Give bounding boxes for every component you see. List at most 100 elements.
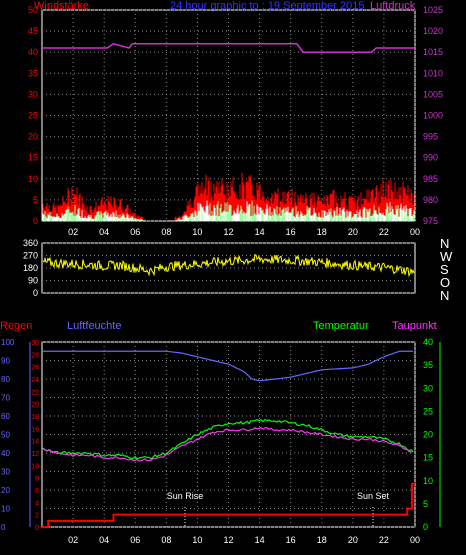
time-tick-label: 14 bbox=[255, 227, 265, 237]
time-tick-label: 04 bbox=[99, 535, 109, 545]
rain-tick-label: 28 bbox=[31, 352, 39, 359]
pressure-tick-label: 1005 bbox=[423, 89, 443, 99]
pressure-axis-title: Luftdruck bbox=[370, 0, 416, 12]
humidity-tick-label: 20 bbox=[1, 486, 10, 495]
time-tick-label: 14 bbox=[255, 535, 265, 545]
direction-tick-label: 180 bbox=[23, 263, 38, 273]
compass-label: S bbox=[440, 262, 449, 277]
temp-tick-label: 25 bbox=[423, 406, 433, 416]
wind-tick-label: 50 bbox=[28, 5, 38, 15]
mid-panel-frame bbox=[41, 242, 416, 294]
time-tick-label: 20 bbox=[348, 227, 358, 237]
humidity-tick-label: 60 bbox=[1, 412, 10, 421]
humidity-tick-label: 10 bbox=[1, 505, 10, 514]
time-tick-label: 22 bbox=[379, 227, 389, 237]
rain-tick-label: 26 bbox=[31, 365, 39, 372]
wind-tick-label: 10 bbox=[28, 174, 38, 184]
time-tick-label: 00 bbox=[410, 227, 420, 237]
temp-tick-label: 35 bbox=[423, 360, 433, 370]
time-tick-label: 16 bbox=[286, 227, 296, 237]
rain-tick-label: 24 bbox=[31, 377, 39, 384]
rain-axis-title: Regen bbox=[0, 320, 33, 332]
pressure-tick-label: 1025 bbox=[423, 5, 443, 15]
pressure-tick-label: 990 bbox=[423, 153, 438, 163]
rain-tick-label: 6 bbox=[35, 488, 39, 495]
temp-tick-label: 5 bbox=[423, 499, 428, 509]
humidity-tick-label: 100 bbox=[1, 338, 15, 347]
direction-line bbox=[42, 253, 415, 278]
time-tick-label: 10 bbox=[192, 227, 202, 237]
compass-label: W bbox=[440, 249, 453, 264]
wind-tick-label: 40 bbox=[28, 47, 38, 57]
pressure-tick-label: 1000 bbox=[423, 111, 443, 121]
rain-tick-label: 18 bbox=[31, 414, 39, 421]
rain-tick-label: 4 bbox=[35, 500, 39, 507]
time-tick-label: 08 bbox=[161, 227, 171, 237]
wind-tick-label: 25 bbox=[28, 111, 38, 121]
compass-label: N bbox=[440, 288, 449, 303]
pressure-line bbox=[42, 42, 415, 53]
time-tick-label: 12 bbox=[223, 535, 233, 545]
pressure-tick-label: 980 bbox=[423, 195, 438, 205]
temp-tick-label: 30 bbox=[423, 383, 433, 393]
pressure-tick-label: 1015 bbox=[423, 47, 443, 57]
humidity-tick-label: 40 bbox=[1, 449, 10, 458]
humidity-tick-label: 50 bbox=[1, 431, 10, 440]
humidity-line bbox=[43, 350, 413, 382]
humidity-tick-label: 30 bbox=[1, 468, 10, 477]
pressure-tick-label: 975 bbox=[423, 216, 438, 226]
humidity-tick-label: 90 bbox=[1, 357, 10, 366]
temp-tick-label: 0 bbox=[423, 522, 428, 532]
top-panel-frame bbox=[41, 9, 416, 222]
sun-set-label: Sun Set bbox=[357, 491, 390, 501]
direction-tick-label: 90 bbox=[28, 276, 38, 286]
direction-tick-label: 0 bbox=[33, 288, 38, 298]
time-tick-label: 02 bbox=[68, 535, 78, 545]
rain-tick-label: 20 bbox=[31, 402, 39, 409]
sun-rise-label: Sun Rise bbox=[167, 491, 204, 501]
wind-tick-label: 45 bbox=[28, 26, 38, 36]
temperature-line bbox=[42, 418, 414, 460]
wind-tick-label: 15 bbox=[28, 153, 38, 163]
direction-tick-label: 360 bbox=[23, 238, 38, 248]
humidity-tick-label: 0 bbox=[1, 523, 6, 532]
compass-label: N bbox=[440, 236, 449, 251]
time-tick-label: 18 bbox=[317, 227, 327, 237]
time-tick-label: 00 bbox=[410, 535, 420, 545]
humidity-tick-label: 70 bbox=[1, 394, 10, 403]
rain-tick-label: 14 bbox=[31, 439, 39, 446]
wind-tick-label: 35 bbox=[28, 68, 38, 78]
pressure-tick-label: 1010 bbox=[423, 68, 443, 78]
time-tick-label: 18 bbox=[317, 535, 327, 545]
pressure-tick-label: 1020 bbox=[423, 26, 443, 36]
time-tick-label: 12 bbox=[223, 227, 233, 237]
wind-tick-label: 30 bbox=[28, 89, 38, 99]
time-tick-label: 20 bbox=[348, 535, 358, 545]
temp-tick-label: 40 bbox=[423, 337, 433, 347]
time-tick-label: 04 bbox=[99, 227, 109, 237]
time-tick-label: 06 bbox=[130, 535, 140, 545]
time-tick-label: 16 bbox=[286, 535, 296, 545]
humidity-title: Luftfeuchte bbox=[67, 320, 122, 332]
rain-tick-label: 8 bbox=[35, 476, 39, 483]
rain-tick-label: 22 bbox=[31, 389, 39, 396]
time-tick-label: 22 bbox=[379, 535, 389, 545]
chart-title: 24 hour graphic to : 19 September 2015 bbox=[170, 0, 365, 12]
pressure-tick-label: 985 bbox=[423, 174, 438, 184]
rain-tick-label: 30 bbox=[31, 340, 39, 347]
wind-axis-title: Windstärke bbox=[34, 0, 90, 12]
wind-tick-label: 5 bbox=[33, 195, 38, 205]
temp-tick-label: 20 bbox=[423, 430, 433, 440]
time-tick-label: 08 bbox=[161, 535, 171, 545]
time-tick-label: 06 bbox=[130, 227, 140, 237]
temperature-title: Temperatur bbox=[313, 320, 369, 332]
rain-tick-label: 16 bbox=[31, 426, 39, 433]
wind-tick-label: 20 bbox=[28, 132, 38, 142]
temp-tick-label: 15 bbox=[423, 453, 433, 463]
rain-line bbox=[42, 482, 415, 528]
dewpoint-line bbox=[42, 426, 414, 462]
temp-tick-label: 10 bbox=[423, 476, 433, 486]
time-tick-label: 02 bbox=[68, 227, 78, 237]
pressure-tick-label: 995 bbox=[423, 132, 438, 142]
